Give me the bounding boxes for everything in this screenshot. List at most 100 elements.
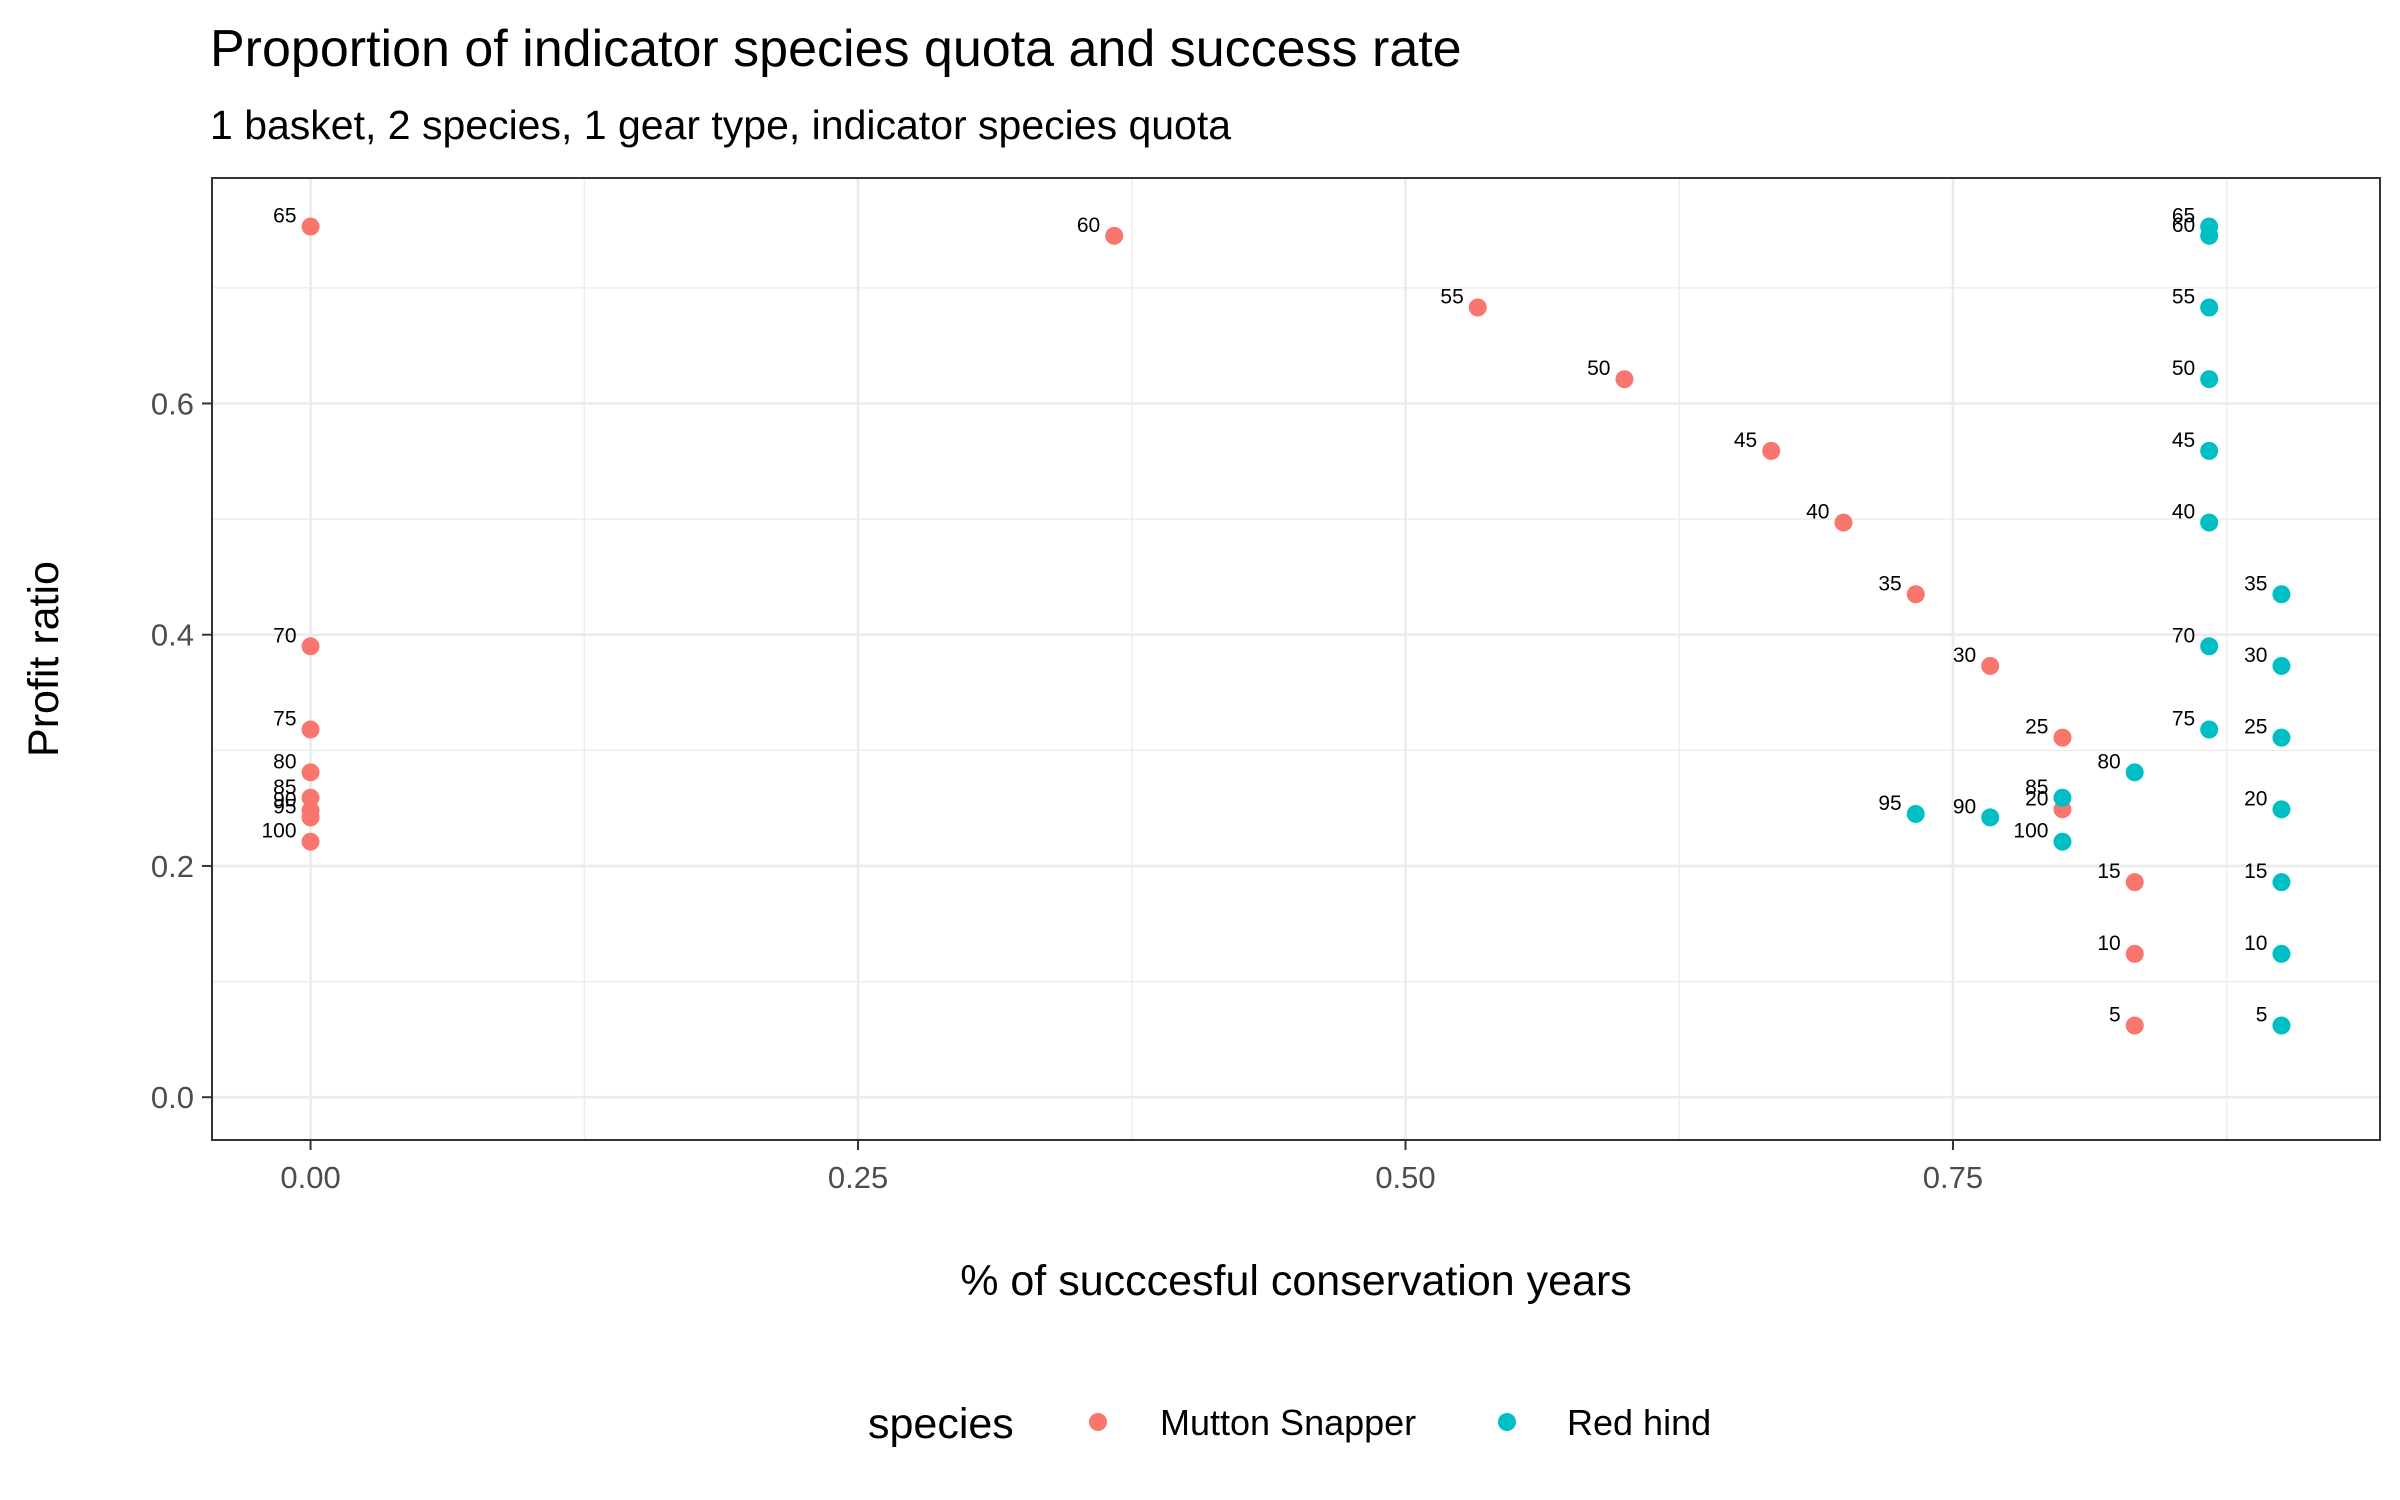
point-label-mutton-snapper-100: 100 <box>261 820 296 843</box>
y-axis-title: Profit ratio <box>20 561 68 757</box>
point-label-red-hind-70: 70 <box>2172 624 2195 647</box>
point-label-mutton-snapper-20: 20 <box>2025 787 2048 810</box>
point-label-mutton-snapper-45: 45 <box>1734 429 1757 452</box>
point-mutton-snapper-30 <box>1981 656 2000 675</box>
x-tick-label: 0.00 <box>280 1160 340 1195</box>
point-red-hind-95 <box>1906 804 1925 823</box>
point-label-mutton-snapper-40: 40 <box>1806 501 1829 524</box>
point-label-red-hind-85: 85 <box>2025 776 2048 799</box>
point-mutton-snapper-40 <box>1834 513 1853 532</box>
point-label-red-hind-80: 80 <box>2097 750 2120 773</box>
point-mutton-snapper-35 <box>1906 585 1925 604</box>
point-red-hind-70 <box>2200 637 2219 656</box>
point-mutton-snapper-10 <box>2125 944 2144 963</box>
point-label-mutton-snapper-25: 25 <box>2025 716 2048 739</box>
axis-ticks: 0.00 0.25 0.50 0.75 0.0 0.2 0.4 0.6 <box>151 386 1983 1195</box>
point-label-mutton-snapper-10: 10 <box>2097 932 2120 955</box>
x-tick-label: 0.25 <box>828 1160 888 1195</box>
point-label-mutton-snapper-70: 70 <box>273 624 296 647</box>
point-label-red-hind-100: 100 <box>2013 820 2048 843</box>
point-mutton-snapper-5 <box>2125 1016 2144 1035</box>
point-label-red-hind-5: 5 <box>2256 1004 2268 1027</box>
point-label-red-hind-30: 30 <box>2244 644 2267 667</box>
point-red-hind-45 <box>2200 441 2219 460</box>
point-red-hind-40 <box>2200 513 2219 532</box>
point-mutton-snapper-95 <box>301 808 320 827</box>
point-mutton-snapper-70 <box>301 637 320 656</box>
point-label-mutton-snapper-85: 85 <box>273 776 296 799</box>
point-mutton-snapper-25 <box>2053 728 2072 747</box>
point-label-mutton-snapper-5: 5 <box>2109 1004 2121 1027</box>
legend-key-red-hind <box>1498 1413 1516 1431</box>
point-red-hind-5 <box>2272 1016 2291 1035</box>
point-red-hind-100 <box>2053 832 2072 851</box>
point-red-hind-80 <box>2125 763 2144 782</box>
point-mutton-snapper-100 <box>301 832 320 851</box>
x-tick-label: 0.50 <box>1375 1160 1435 1195</box>
point-label-red-hind-25: 25 <box>2244 716 2267 739</box>
legend-label-mutton-snapper: Mutton Snapper <box>1160 1402 1416 1443</box>
point-mutton-snapper-65 <box>301 217 320 236</box>
point-label-red-hind-45: 45 <box>2172 429 2195 452</box>
point-label-red-hind-55: 55 <box>2172 286 2195 309</box>
x-tick-label: 0.75 <box>1923 1160 1983 1195</box>
point-red-hind-85 <box>2053 788 2072 807</box>
point-label-red-hind-15: 15 <box>2244 860 2267 883</box>
point-label-mutton-snapper-30: 30 <box>1953 644 1976 667</box>
point-label-red-hind-60: 60 <box>2172 214 2195 237</box>
point-label-mutton-snapper-15: 15 <box>2097 860 2120 883</box>
point-label-red-hind-90: 90 <box>1953 795 1976 818</box>
point-label-mutton-snapper-80: 80 <box>273 750 296 773</box>
point-mutton-snapper-45 <box>1762 441 1781 460</box>
point-red-hind-65 <box>2200 217 2219 236</box>
point-red-hind-75 <box>2200 720 2219 739</box>
point-mutton-snapper-75 <box>301 720 320 739</box>
point-red-hind-25 <box>2272 728 2291 747</box>
x-axis-title: % of succcesful conservation years <box>960 1257 1632 1305</box>
data-points <box>301 217 2291 1035</box>
point-mutton-snapper-85 <box>301 788 320 807</box>
point-label-mutton-snapper-50: 50 <box>1587 357 1610 380</box>
point-mutton-snapper-15 <box>2125 873 2144 892</box>
plot-panel-border <box>211 177 2381 1141</box>
point-red-hind-10 <box>2272 944 2291 963</box>
point-label-mutton-snapper-60: 60 <box>1077 214 1100 237</box>
y-tick-label: 0.6 <box>151 386 194 421</box>
legend-title: species <box>868 1400 1014 1448</box>
point-mutton-snapper-55 <box>1468 298 1487 317</box>
point-label-mutton-snapper-65: 65 <box>273 205 296 228</box>
point-red-hind-90 <box>1981 808 2000 827</box>
chart-title: Proportion of indicator species quota an… <box>210 20 1462 78</box>
point-mutton-snapper-60 <box>1105 226 1124 245</box>
point-label-red-hind-40: 40 <box>2172 501 2195 524</box>
point-label-mutton-snapper-55: 55 <box>1440 286 1463 309</box>
point-label-red-hind-50: 50 <box>2172 357 2195 380</box>
point-label-mutton-snapper-95: 95 <box>273 795 296 818</box>
grid <box>212 178 2380 1140</box>
point-mutton-snapper-80 <box>301 763 320 782</box>
point-label-red-hind-95: 95 <box>1878 792 1901 815</box>
point-red-hind-50 <box>2200 370 2219 389</box>
legend-label-red-hind: Red hind <box>1567 1402 1711 1443</box>
point-red-hind-55 <box>2200 298 2219 317</box>
legend-key-mutton-snapper <box>1089 1413 1107 1431</box>
y-tick-label: 0.4 <box>151 618 194 653</box>
point-label-mutton-snapper-90: 90 <box>273 788 296 811</box>
legend: species Mutton Snapper Red hind <box>868 1400 1711 1448</box>
point-mutton-snapper-50 <box>1615 370 1634 389</box>
y-tick-label: 0.0 <box>151 1080 194 1115</box>
point-label-mutton-snapper-35: 35 <box>1878 572 1901 595</box>
point-label-mutton-snapper-75: 75 <box>273 708 296 731</box>
chart-subtitle: 1 basket, 2 species, 1 gear type, indica… <box>210 102 1231 148</box>
point-label-red-hind-10: 10 <box>2244 932 2267 955</box>
point-label-red-hind-20: 20 <box>2244 787 2267 810</box>
point-label-red-hind-65: 65 <box>2172 205 2195 228</box>
y-tick-label: 0.2 <box>151 849 194 884</box>
point-labels: 5101520253035404550556065707580859095100… <box>261 205 2267 1027</box>
point-label-red-hind-75: 75 <box>2172 708 2195 731</box>
point-red-hind-15 <box>2272 873 2291 892</box>
point-label-red-hind-35: 35 <box>2244 572 2267 595</box>
point-red-hind-35 <box>2272 585 2291 604</box>
point-red-hind-30 <box>2272 656 2291 675</box>
